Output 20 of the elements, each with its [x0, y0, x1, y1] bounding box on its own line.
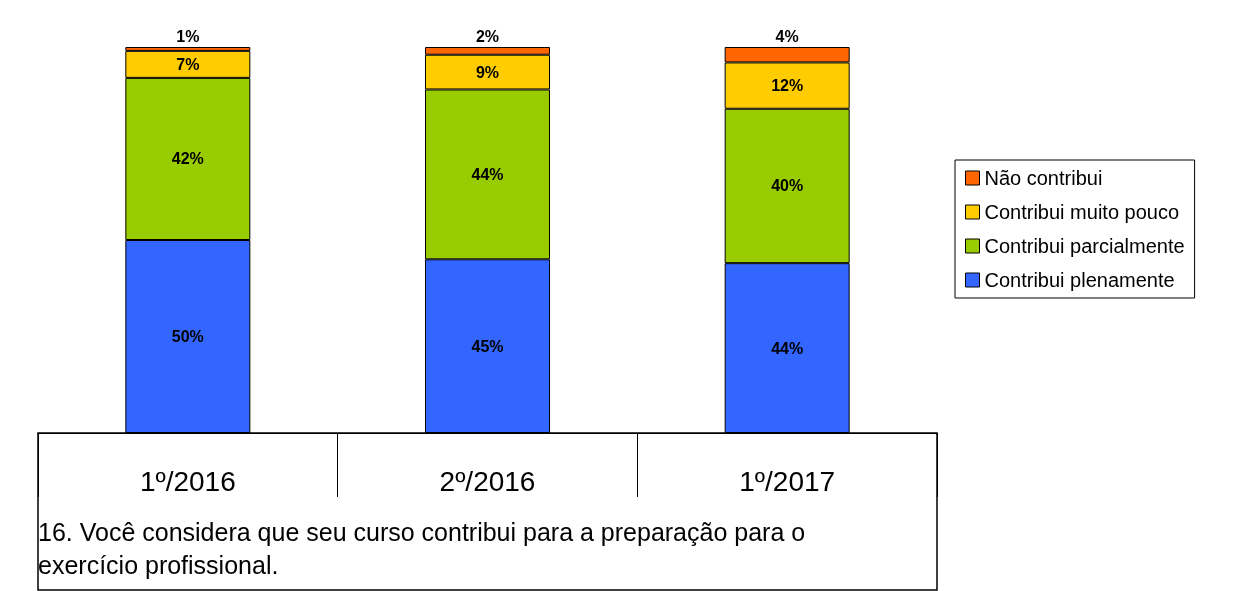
legend-label: Contribui plenamente: [984, 269, 1175, 291]
data-label: 4%: [775, 27, 799, 45]
data-label: 1%: [176, 27, 200, 45]
x-tick-label: 1º/2017: [739, 465, 836, 497]
data-label: 40%: [771, 177, 804, 195]
data-label: 7%: [176, 55, 200, 73]
x-tick-label: 2º/2016: [439, 465, 536, 497]
data-label: 42%: [171, 150, 204, 168]
data-label: 44%: [771, 339, 804, 357]
data-label: 9%: [475, 63, 500, 81]
data-label: 45%: [471, 337, 504, 355]
data-label: 50%: [171, 328, 204, 345]
data-label: 44%: [471, 165, 504, 183]
data-label: 2%: [475, 27, 500, 45]
legend-label: Contribui muito pouco: [984, 201, 1180, 223]
legend-label: Contribui parcialmente: [984, 235, 1185, 257]
x-tick-label: 1º/2016: [139, 465, 236, 497]
x-axis-title: 16. Você considera que seu curso contribui para a preparação para o exercício profissional.: [38, 517, 813, 579]
data-label: 12%: [771, 77, 804, 95]
legend-label: Não contribui: [984, 167, 1103, 189]
